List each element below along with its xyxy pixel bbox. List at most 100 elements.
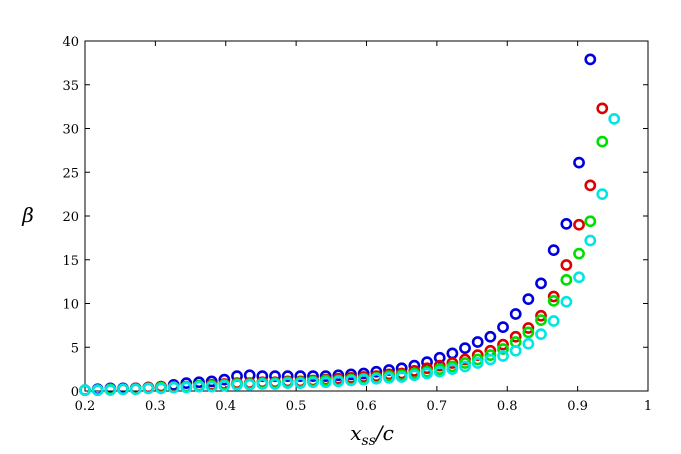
data-point (560, 259, 573, 271)
x-axis-label: xss/c (350, 421, 394, 449)
x-axis-label-tail: /c (374, 421, 394, 445)
data-point (547, 290, 560, 303)
data-point (497, 338, 509, 351)
data-point (294, 370, 307, 383)
data-point (522, 337, 535, 350)
data-points (79, 53, 621, 397)
y-tick-label: 20 (62, 210, 79, 225)
data-point (155, 382, 167, 395)
data-point (608, 112, 621, 125)
y-axis-label: β (21, 203, 34, 227)
y-tick-label: 30 (62, 123, 79, 138)
data-point (332, 375, 345, 388)
data-point (584, 215, 597, 228)
x-tick-label: 0.5 (286, 399, 307, 414)
data-point (180, 381, 193, 394)
data-point (471, 357, 484, 369)
data-point (509, 330, 522, 343)
data-point (218, 373, 231, 386)
data-point (79, 384, 91, 397)
data-point (142, 382, 155, 395)
y-tick-label: 25 (62, 166, 79, 181)
x-tick-label: 0.2 (75, 399, 96, 414)
data-point (269, 370, 281, 383)
data-point (547, 315, 560, 327)
data-point (535, 314, 547, 327)
data-point (547, 294, 560, 307)
y-tick-label: 40 (62, 35, 79, 50)
data-point (243, 378, 256, 391)
x-tick-label: 0.3 (145, 399, 166, 414)
data-point (535, 309, 547, 322)
y-tick-labels: 0 5 10 15 20 25 30 35 40 (62, 35, 79, 400)
x-tick-label: 1 (644, 399, 652, 414)
data-point (446, 363, 459, 376)
data-point (522, 326, 535, 339)
data-point (294, 377, 307, 390)
data-point (596, 188, 609, 201)
data-point (383, 371, 395, 384)
data-point (319, 376, 332, 389)
data-point (560, 295, 573, 308)
data-point (218, 379, 231, 392)
data-point (357, 373, 370, 386)
data-point (345, 374, 357, 387)
x-tick-label: 0.7 (427, 399, 448, 414)
data-point (584, 179, 597, 192)
data-point (471, 336, 484, 348)
data-point (484, 330, 497, 343)
plot-area (84, 40, 649, 392)
data-point (104, 384, 117, 397)
x-tick-label: 0.4 (215, 399, 236, 414)
data-point (370, 372, 383, 385)
data-point (509, 344, 522, 357)
data-point (484, 353, 497, 366)
data-point (560, 217, 573, 230)
data-point (433, 351, 446, 364)
y-tick-label: 35 (62, 79, 79, 94)
data-point (421, 367, 433, 380)
data-point (256, 378, 269, 390)
data-point (91, 384, 104, 397)
data-point (596, 135, 609, 148)
data-point (408, 369, 421, 382)
data-point (281, 370, 294, 383)
data-point (395, 371, 408, 383)
data-point (497, 343, 509, 355)
data-point (269, 378, 281, 390)
data-point (573, 156, 585, 169)
x-axis-label-main: x (350, 421, 361, 445)
axis-ticks (84, 40, 649, 392)
data-point (281, 377, 294, 390)
y-tick-label: 10 (62, 298, 79, 313)
series-4 (79, 112, 621, 397)
data-point (535, 277, 547, 290)
data-point (256, 370, 269, 383)
data-point (584, 53, 597, 66)
data-point (307, 376, 319, 389)
data-point (509, 308, 522, 320)
data-point (573, 271, 585, 284)
data-point (117, 383, 129, 396)
x-tick-labels: 0.2 0.3 0.4 0.5 0.6 0.7 0.8 0.9 1 (75, 399, 652, 414)
data-point (584, 234, 597, 247)
data-point (497, 350, 509, 362)
data-point (522, 293, 535, 306)
data-point (129, 383, 142, 396)
data-point (370, 365, 383, 378)
data-point (193, 380, 205, 393)
data-point (307, 370, 319, 383)
data-point (522, 322, 535, 334)
data-point (484, 349, 497, 362)
data-point (535, 328, 547, 341)
data-point (560, 273, 573, 286)
x-tick-label: 0.6 (356, 399, 377, 414)
data-point (497, 321, 509, 334)
y-tick-label: 15 (62, 254, 79, 269)
data-point (433, 365, 446, 378)
data-point (471, 349, 484, 362)
data-point (459, 360, 471, 373)
data-point (459, 342, 471, 355)
data-point (167, 381, 180, 394)
